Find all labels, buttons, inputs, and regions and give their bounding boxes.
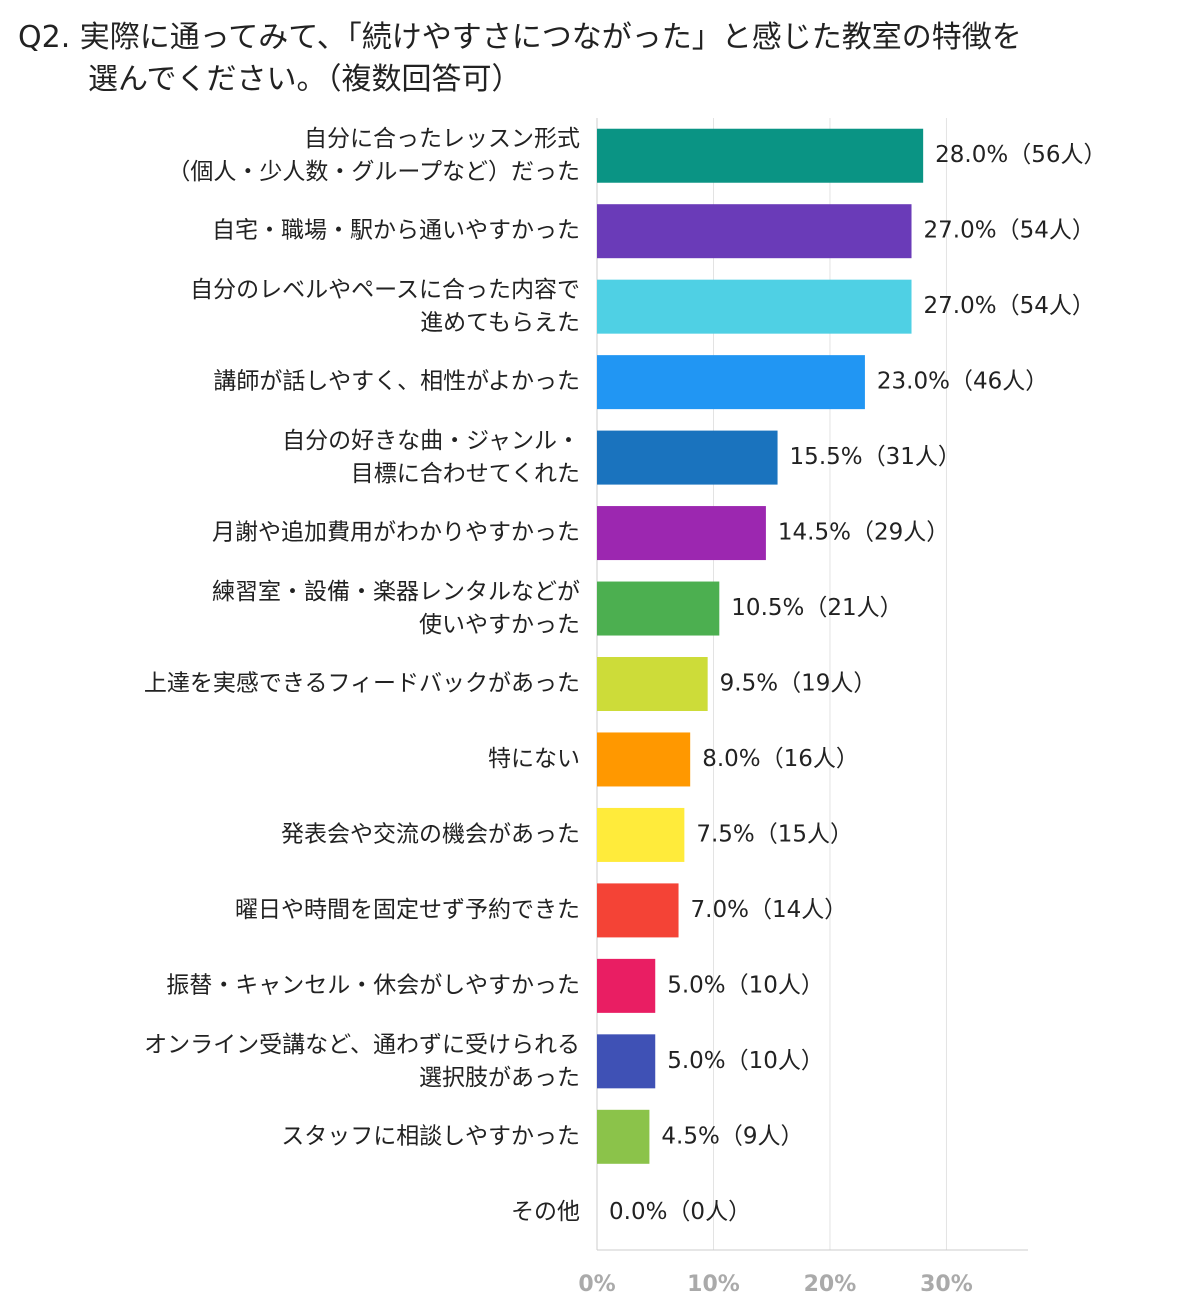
bar [597, 657, 708, 711]
y-tick-label: 振替・キャンセル・休会がしやすかった [166, 972, 580, 998]
value-label: 4.5%（9人） [661, 1123, 803, 1149]
y-tick-label: 上達を実感できるフィードバックがあった [144, 671, 580, 697]
y-tick-label: その他 [511, 1199, 580, 1225]
y-tick-label: 自分のレベルやペースに合った内容で進めてもらえた [190, 277, 580, 336]
y-tick-label: 自分に合ったレッスン形式（個人・少人数・グループなど）だった [167, 126, 580, 185]
bar [597, 958, 656, 1013]
bar [597, 355, 865, 410]
y-tick-label: 曜日や時間を固定せず予約できた [235, 897, 580, 923]
x-tick-label: 20% [804, 1272, 857, 1297]
value-label: 14.5%（29人） [778, 520, 949, 546]
y-tick-label: 自宅・職場・駅から通いやすかった [212, 218, 580, 244]
value-label: 9.5%（19人） [720, 671, 877, 697]
y-tick-label: スタッフに相談しやすかった [281, 1123, 580, 1149]
value-label: 7.5%（15人） [696, 821, 853, 847]
bar [597, 581, 720, 636]
value-label: 5.0%（10人） [667, 1048, 824, 1074]
value-label: 7.0%（14人） [691, 897, 848, 923]
bar [597, 204, 912, 259]
y-tick-label: 月謝や追加費用がわかりやすかった [212, 520, 580, 546]
bar [597, 506, 766, 561]
bar [597, 807, 685, 862]
value-label: 27.0%（54人） [924, 218, 1095, 244]
chart-title: Q2. 実際に通ってみて、「続けやすさにつながった」と感じた教室の特徴を選んでく… [18, 20, 1022, 97]
bar [597, 1109, 650, 1164]
y-tick-label: 自分の好きな曲・ジャンル・目標に合わせてくれた [282, 428, 580, 487]
bar [597, 1034, 656, 1089]
value-label: 28.0%（56人） [935, 142, 1106, 168]
y-tick-label: オンライン受講など、通わずに受けられる選択肢があった [144, 1031, 580, 1090]
x-tick-label: 10% [687, 1272, 740, 1297]
value-label: 8.0%（16人） [702, 746, 859, 772]
x-tick-label: 0% [578, 1272, 615, 1297]
bar [597, 430, 778, 485]
y-tick-label: 発表会や交流の機会があった [281, 821, 580, 847]
value-label: 15.5%（31人） [790, 444, 961, 470]
x-tick-label: 30% [920, 1272, 973, 1297]
y-tick-label: 練習室・設備・楽器レンタルなどが使いやすかった [212, 579, 580, 638]
value-label: 10.5%（21人） [731, 595, 902, 621]
value-label: 0.0%（0人） [609, 1199, 751, 1225]
bar [597, 128, 924, 183]
y-tick-label: 講師が話しやすく、相性がよかった [213, 369, 580, 395]
bar [597, 883, 679, 938]
value-label: 5.0%（10人） [667, 972, 824, 998]
y-tick-label: 特にない [488, 746, 580, 772]
bar [597, 279, 912, 334]
value-label: 27.0%（54人） [924, 293, 1095, 319]
value-label: 23.0%（46人） [877, 369, 1048, 395]
bar [597, 732, 691, 787]
